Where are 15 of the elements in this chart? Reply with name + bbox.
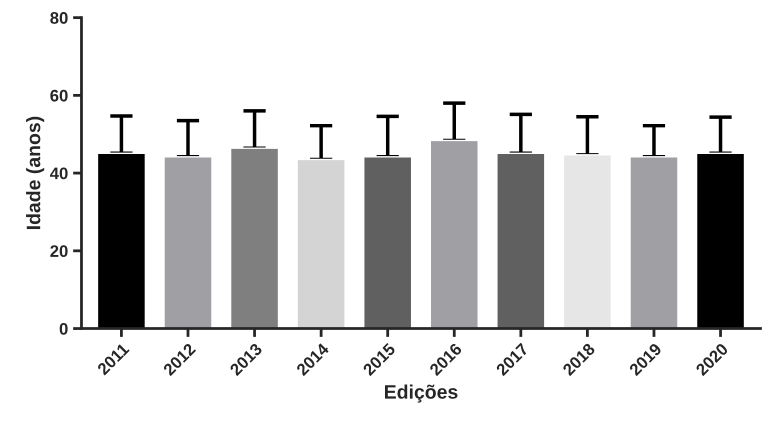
bar bbox=[430, 140, 479, 329]
bar bbox=[496, 152, 546, 329]
x-axis-title: Edições bbox=[385, 384, 458, 403]
y-tick-label: 40 bbox=[50, 167, 68, 180]
bar bbox=[163, 156, 213, 329]
bar bbox=[296, 158, 346, 329]
bar bbox=[562, 154, 612, 329]
y-tick-label: 0 bbox=[60, 322, 68, 335]
bar bbox=[629, 156, 679, 329]
bar bbox=[363, 156, 412, 329]
y-tick-label: 80 bbox=[50, 12, 68, 24]
bar bbox=[230, 148, 280, 329]
y-axis-title: Idade (anos) bbox=[26, 116, 44, 230]
y-tick-label: 20 bbox=[50, 245, 68, 258]
y-tick-label: 60 bbox=[50, 90, 68, 102]
